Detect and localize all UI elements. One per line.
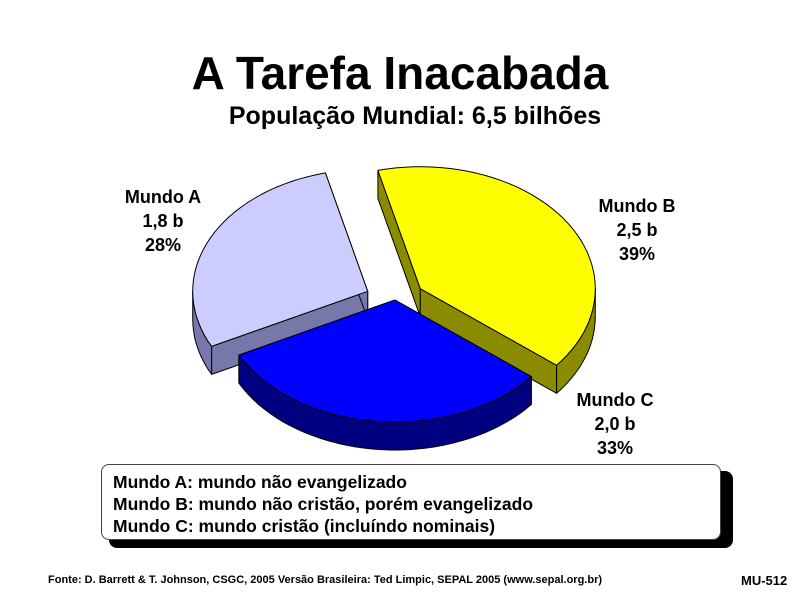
slice-percent-mundo-a: 28% — [144, 235, 182, 255]
pie-slice-mundo-c — [238, 299, 532, 451]
legend-item-mundo-b: Mundo B: mundo não cristão, porém evange… — [113, 494, 534, 514]
slice-percent-mundo-b: 39% — [618, 244, 656, 264]
slice-label-mundo-c: Mundo C 2,0 b 33% — [550, 388, 680, 460]
slice-top-mundo-c — [238, 299, 532, 423]
slice-top-mundo-b — [377, 166, 596, 366]
slice-value-mundo-c: 2,0 b — [594, 414, 636, 434]
slice-percent-mundo-c: 33% — [596, 438, 634, 458]
legend-item-mundo-c: Mundo C: mundo cristão (incluíndo nomina… — [113, 516, 496, 536]
source-citation: Fonte: D. Barrett & T. Johnson, CSGC, 20… — [48, 574, 603, 586]
chart-subtitle: População Mundial: 6,5 bilhões — [228, 102, 602, 130]
pie-slice-mundo-a — [192, 172, 369, 375]
pie-slice-mundo-b — [377, 166, 596, 394]
slide-code: MU-512 — [741, 573, 788, 588]
slice-name-mundo-b: Mundo B — [598, 196, 676, 216]
slice-label-mundo-b: Mundo B 2,5 b 39% — [572, 194, 702, 266]
slice-value-mundo-b: 2,5 b — [616, 220, 658, 240]
slice-top-mundo-a — [192, 172, 369, 347]
slice-label-mundo-a: Mundo A 1,8 b 28% — [98, 185, 228, 257]
slice-name-mundo-c: Mundo C — [576, 390, 654, 410]
legend-item-mundo-a: Mundo A: mundo não evangelizado — [113, 472, 407, 492]
slice-value-mundo-a: 1,8 b — [142, 211, 184, 231]
legend-box: Mundo A: mundo não evangelizado Mundo B:… — [101, 464, 721, 540]
chart-title: A Tarefa Inacabada — [191, 47, 609, 99]
slice-name-mundo-a: Mundo A — [124, 187, 202, 207]
